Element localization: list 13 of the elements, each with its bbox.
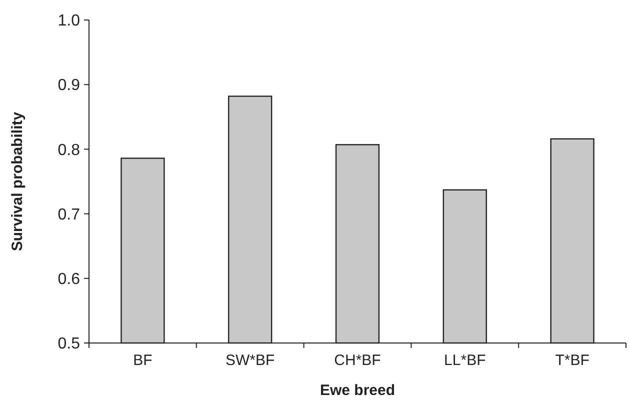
y-tick-label: 0.8 bbox=[58, 142, 80, 159]
y-tick-label: 1.0 bbox=[58, 12, 80, 30]
x-tick-label: SW*BF bbox=[226, 352, 275, 369]
y-axis-title: Survival probability bbox=[9, 111, 26, 252]
y-tick-label: 0.6 bbox=[58, 271, 80, 288]
y-tick-label: 0.5 bbox=[58, 336, 80, 353]
x-axis-title: Ewe breed bbox=[320, 382, 396, 399]
x-tick-label: LL*BF bbox=[444, 352, 486, 369]
x-tick-label: CH*BF bbox=[334, 352, 381, 369]
y-tick-label: 0.7 bbox=[58, 206, 80, 224]
x-tick-label: T*BF bbox=[555, 352, 590, 369]
x-tick-label: BF bbox=[133, 352, 152, 369]
y-tick-label: 0.9 bbox=[58, 77, 80, 94]
